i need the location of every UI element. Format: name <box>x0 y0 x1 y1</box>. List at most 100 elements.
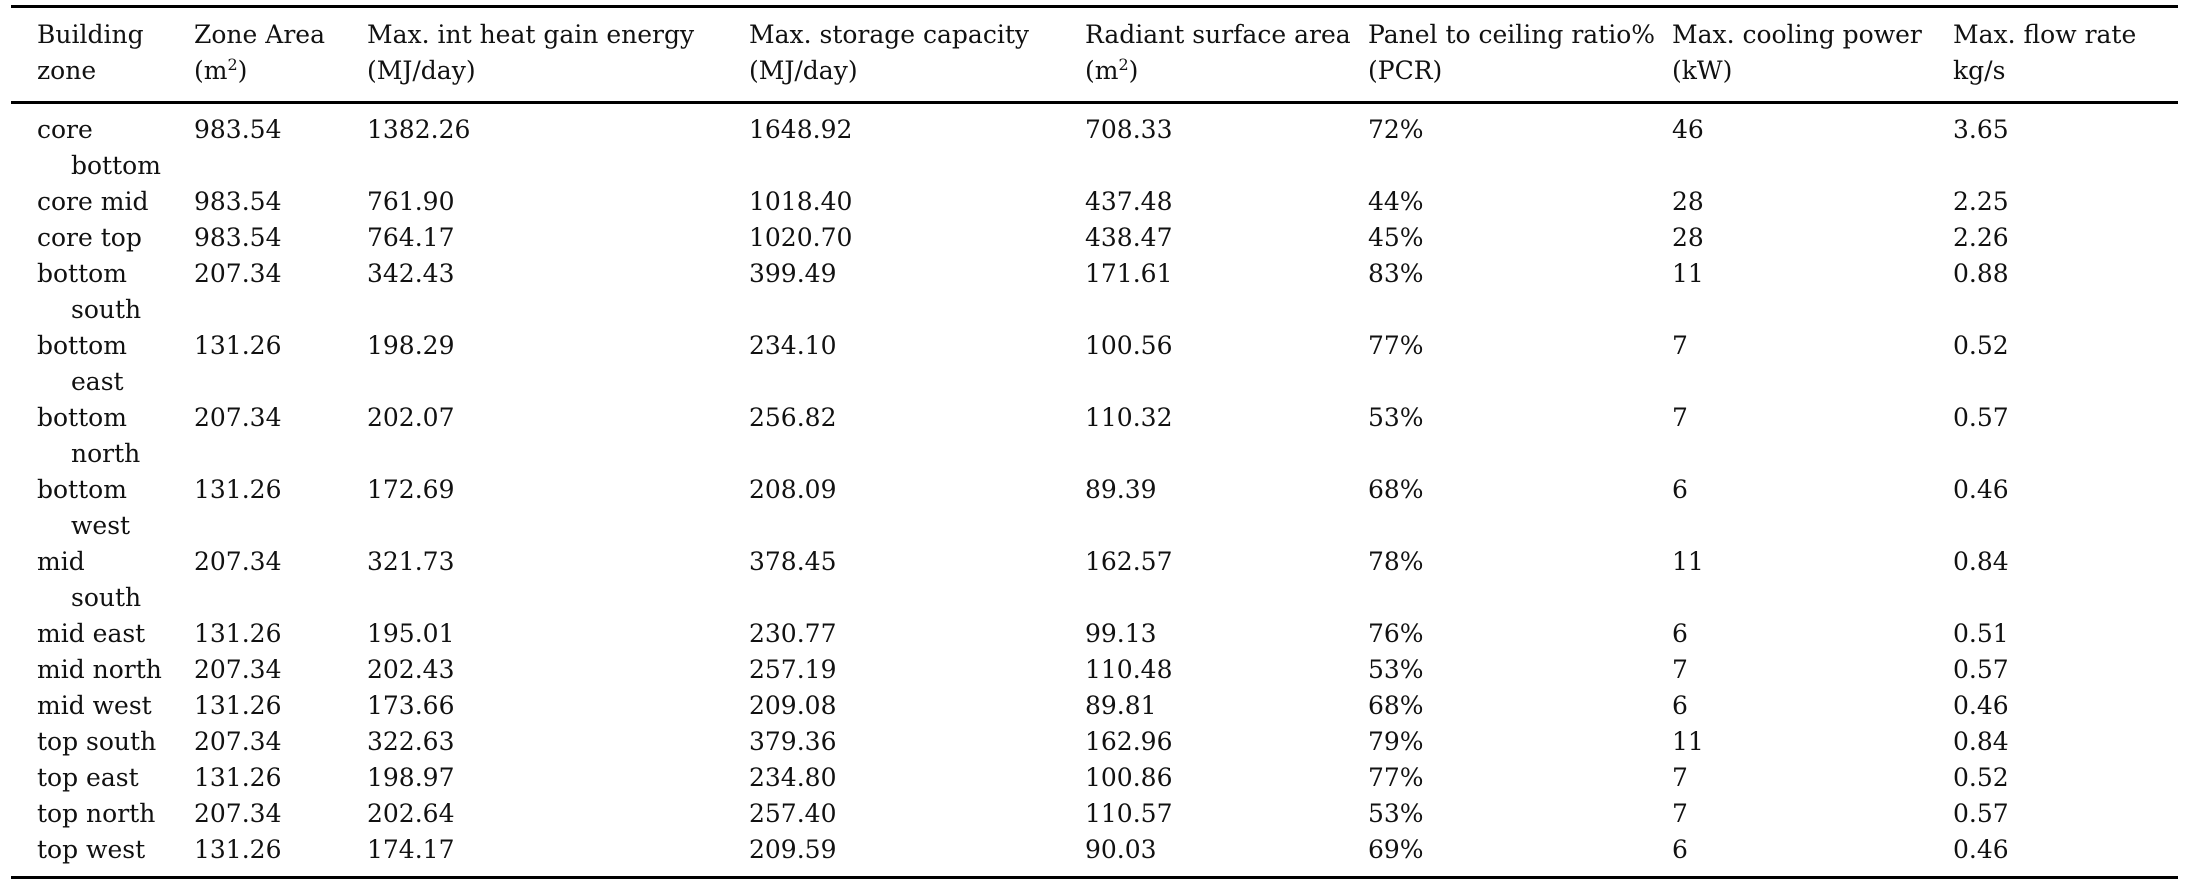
cell-value: 321.73 <box>367 547 455 576</box>
pcr-cell: 72% <box>1342 103 1646 185</box>
cell-value: 0.57 <box>1953 403 2009 432</box>
cell-value: 257.40 <box>749 799 837 828</box>
cooling-power-cell: 28 <box>1646 220 1927 256</box>
pcr-cell: 78% <box>1342 544 1646 616</box>
cell-value: 761.90 <box>367 187 455 216</box>
unit-text: (kW) <box>1672 56 1733 85</box>
table-row: bottom south 207.34 342.43 399.49 171.61 83% 1… <box>11 256 2178 328</box>
cell-value: 207.34 <box>194 727 282 756</box>
heat-gain-cell: 172.69 <box>341 472 723 544</box>
radiant-area-cell: 110.57 <box>1059 796 1342 832</box>
zone-area-cell: 207.34 <box>168 400 341 472</box>
storage-capacity-cell: 257.19 <box>723 652 1059 688</box>
cell-value: 7 <box>1672 403 1688 432</box>
cell-value: 89.39 <box>1085 475 1157 504</box>
heat-gain-cell: 322.63 <box>341 724 723 760</box>
unit-text: (m <box>194 56 228 85</box>
cell-value: 1018.40 <box>749 187 853 216</box>
column-header-title: Building <box>37 20 144 49</box>
flow-rate-cell: 0.51 <box>1927 616 2178 652</box>
cell-value: top east <box>37 763 139 792</box>
column-header-building-zone: Building zone <box>11 7 168 103</box>
cell-value: 76% <box>1368 619 1424 648</box>
zone-area-cell: 983.54 <box>168 220 341 256</box>
pcr-cell: 45% <box>1342 220 1646 256</box>
cell-value: 7 <box>1672 655 1688 684</box>
cooling-power-cell: 11 <box>1646 544 1927 616</box>
cell-value: 77% <box>1368 763 1424 792</box>
zone-area-cell: 207.34 <box>168 256 341 328</box>
zone-name-cell: core bottom <box>11 103 168 185</box>
cell-value: mid west <box>37 691 152 720</box>
pcr-cell: 53% <box>1342 400 1646 472</box>
zone-name-cell: core mid <box>11 184 168 220</box>
heat-gain-cell: 202.43 <box>341 652 723 688</box>
table-row: top north 207.34 202.64 257.40 110.57 53% 7 0.5… <box>11 796 2178 832</box>
cell-value: 209.59 <box>749 835 837 864</box>
column-header-unit: zone <box>37 53 168 89</box>
cell-value: 131.26 <box>194 331 282 360</box>
cell-value: core top <box>37 223 142 252</box>
column-header-unit: (PCR) <box>1368 53 1646 89</box>
radiant-area-cell: 89.81 <box>1059 688 1342 724</box>
cell-value: 99.13 <box>1085 619 1157 648</box>
cell-value: bottom south <box>37 259 142 324</box>
radiant-area-cell: 99.13 <box>1059 616 1342 652</box>
cell-value: 322.63 <box>367 727 455 756</box>
heat-gain-cell: 761.90 <box>341 184 723 220</box>
table-row: bottom west 131.26 172.69 208.09 89.39 68% 6 0.… <box>11 472 2178 544</box>
flow-rate-cell: 0.57 <box>1927 796 2178 832</box>
cooling-power-cell: 28 <box>1646 184 1927 220</box>
cooling-power-cell: 11 <box>1646 256 1927 328</box>
cell-value: 438.47 <box>1085 223 1173 252</box>
cell-value: 378.45 <box>749 547 837 576</box>
cell-value: 983.54 <box>194 115 282 144</box>
unit-text: (MJ/day) <box>367 56 476 85</box>
pcr-cell: 79% <box>1342 724 1646 760</box>
unit-text: zone <box>37 56 97 85</box>
storage-capacity-cell: 234.10 <box>723 328 1059 400</box>
column-header-title: Max. cooling power <box>1672 20 1922 49</box>
zone-name-cell: mid north <box>11 652 168 688</box>
radiant-area-cell: 162.96 <box>1059 724 1342 760</box>
cell-value: 6 <box>1672 475 1688 504</box>
cell-value: 207.34 <box>194 403 282 432</box>
cell-value: 100.86 <box>1085 763 1173 792</box>
column-header-max-flow-rate: Max. flow rate kg/s <box>1927 7 2178 103</box>
zone-data-table-container: Building zone Zone Area (m2) Max. int heat g… <box>11 5 2178 879</box>
cell-value: 708.33 <box>1085 115 1173 144</box>
cell-value: 1382.26 <box>367 115 471 144</box>
pcr-cell: 68% <box>1342 688 1646 724</box>
cell-value: 83% <box>1368 259 1424 288</box>
column-header-radiant-surface-area: Radiant surface area (m2) <box>1059 7 1351 103</box>
cell-value: 195.01 <box>367 619 455 648</box>
cell-value: mid south <box>37 547 142 612</box>
table-header: Building zone Zone Area (m2) Max. int heat g… <box>11 6 2178 103</box>
zone-area-cell: 983.54 <box>168 103 341 185</box>
zone-name-cell: bottom east <box>11 328 168 400</box>
cell-value: 68% <box>1368 691 1424 720</box>
cell-value: 342.43 <box>367 259 455 288</box>
cell-value: 131.26 <box>194 763 282 792</box>
flow-rate-cell: 3.65 <box>1927 103 2178 185</box>
radiant-area-cell: 437.48 <box>1059 184 1342 220</box>
cell-value: 437.48 <box>1085 187 1173 216</box>
cell-value: 209.08 <box>749 691 837 720</box>
zone-area-cell: 131.26 <box>168 472 341 544</box>
zone-area-cell: 207.34 <box>168 796 341 832</box>
table-row: mid south 207.34 321.73 378.45 162.57 78% 11 0.… <box>11 544 2178 616</box>
cooling-power-cell: 7 <box>1646 400 1927 472</box>
cell-value: 77% <box>1368 331 1424 360</box>
table-row: top west 131.26 174.17 209.59 90.03 69% 6 0.46 <box>11 832 2178 878</box>
cell-value: 0.88 <box>1953 259 2009 288</box>
pcr-cell: 68% <box>1342 472 1646 544</box>
cell-value: 983.54 <box>194 223 282 252</box>
zone-area-cell: 131.26 <box>168 760 341 796</box>
cell-value: 2.25 <box>1953 187 2009 216</box>
storage-capacity-cell: 1018.40 <box>723 184 1059 220</box>
unit-text: kg/s <box>1953 56 2006 85</box>
storage-capacity-cell: 399.49 <box>723 256 1059 328</box>
heat-gain-cell: 198.97 <box>341 760 723 796</box>
cooling-power-cell: 7 <box>1646 328 1927 400</box>
unit-text: (MJ/day) <box>749 56 858 85</box>
